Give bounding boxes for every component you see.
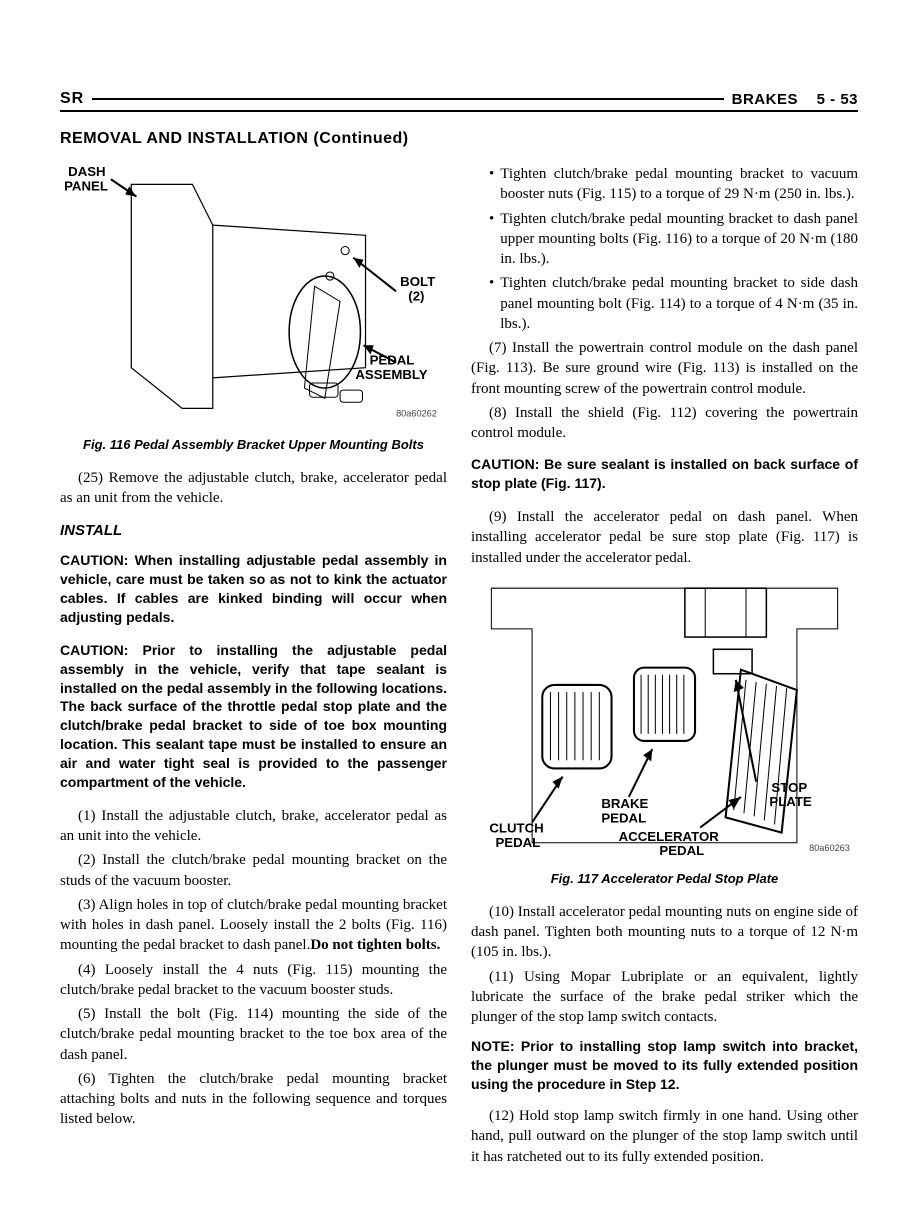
bullet-1: • Tighten clutch/brake pedal mounting br…	[471, 164, 858, 205]
para-3: (3) Align holes in top of clutch/brake p…	[60, 895, 447, 956]
figure-117-svg: CLUTCH PEDAL BRAKE PEDAL STOP PLATE ACCE…	[471, 578, 858, 863]
svg-text:PLATE: PLATE	[769, 794, 812, 809]
para-9: (9) Install the accelerator pedal on das…	[471, 507, 858, 568]
bullet-dot-icon: •	[471, 273, 500, 334]
figure-116-caption: Fig. 116 Pedal Assembly Bracket Upper Mo…	[60, 437, 447, 454]
right-column: • Tighten clutch/brake pedal mounting br…	[471, 164, 858, 1171]
para-5: (5) Install the bolt (Fig. 114) mounting…	[60, 1004, 447, 1065]
bullet-2: • Tighten clutch/brake pedal mounting br…	[471, 209, 858, 270]
svg-text:PEDAL: PEDAL	[601, 810, 646, 825]
svg-text:(2): (2)	[408, 288, 424, 303]
para-6: (6) Tighten the clutch/brake pedal mount…	[60, 1069, 447, 1130]
fig116-label-dash: DASH	[68, 164, 105, 179]
para-8: (8) Install the shield (Fig. 112) coveri…	[471, 403, 858, 444]
svg-text:STOP: STOP	[771, 780, 807, 795]
svg-text:80a60262: 80a60262	[396, 409, 437, 419]
svg-text:ASSEMBLY: ASSEMBLY	[355, 367, 427, 382]
header-right: BRAKES 5 - 53	[732, 91, 858, 108]
page-header: SR BRAKES 5 - 53	[60, 90, 858, 112]
section-title: REMOVAL AND INSTALLATION (Continued)	[60, 130, 858, 148]
para-3-bold: Do not tighten bolts.	[310, 937, 440, 953]
note-1: NOTE: Prior to installing stop lamp swit…	[471, 1037, 858, 1094]
svg-text:ACCELERATOR: ACCELERATOR	[619, 829, 720, 844]
bullet-3-text: Tighten clutch/brake pedal mounting brac…	[500, 273, 858, 334]
svg-text:BOLT: BOLT	[400, 274, 435, 289]
svg-text:80a60263: 80a60263	[809, 843, 850, 853]
para-4: (4) Loosely install the 4 nuts (Fig. 115…	[60, 960, 447, 1001]
header-pagenum: 5 - 53	[817, 91, 858, 108]
para-11: (11) Using Mopar Lubriplate or an equiva…	[471, 967, 858, 1028]
para-12: (12) Hold stop lamp switch firmly in one…	[471, 1106, 858, 1167]
figure-116-svg: DASH PANEL BOLT (2) PEDAL ASSEMBLY 80a60…	[60, 164, 447, 429]
para-10: (10) Install accelerator pedal mounting …	[471, 902, 858, 963]
svg-text:PEDAL: PEDAL	[659, 843, 704, 858]
bullet-1-text: Tighten clutch/brake pedal mounting brac…	[500, 164, 858, 205]
bullet-dot-icon: •	[471, 209, 500, 270]
bullet-3: • Tighten clutch/brake pedal mounting br…	[471, 273, 858, 334]
svg-text:BRAKE: BRAKE	[601, 796, 648, 811]
caution-2: CAUTION: Prior to installing the adjusta…	[60, 641, 447, 792]
svg-text:PEDAL: PEDAL	[495, 835, 540, 850]
para-25: (25) Remove the adjustable clutch, brake…	[60, 468, 447, 509]
svg-text:CLUTCH: CLUTCH	[489, 820, 543, 835]
caution-1: CAUTION: When installing adjustable peda…	[60, 551, 447, 627]
caution-3: CAUTION: Be sure sealant is installed on…	[471, 455, 858, 493]
left-column: DASH PANEL BOLT (2) PEDAL ASSEMBLY 80a60…	[60, 164, 447, 1171]
header-rule	[92, 98, 723, 100]
svg-text:PANEL: PANEL	[64, 178, 108, 193]
figure-117-caption: Fig. 117 Accelerator Pedal Stop Plate	[471, 871, 858, 888]
para-1: (1) Install the adjustable clutch, brake…	[60, 806, 447, 847]
para-2: (2) Install the clutch/brake pedal mount…	[60, 850, 447, 891]
figure-116: DASH PANEL BOLT (2) PEDAL ASSEMBLY 80a60…	[60, 164, 447, 429]
two-column-layout: DASH PANEL BOLT (2) PEDAL ASSEMBLY 80a60…	[60, 164, 858, 1171]
header-left: SR	[60, 90, 84, 108]
bullet-2-text: Tighten clutch/brake pedal mounting brac…	[500, 209, 858, 270]
install-subhead: INSTALL	[60, 522, 447, 539]
svg-text:PEDAL: PEDAL	[370, 353, 415, 368]
bullet-dot-icon: •	[471, 164, 500, 205]
figure-117: CLUTCH PEDAL BRAKE PEDAL STOP PLATE ACCE…	[471, 578, 858, 863]
header-section: BRAKES	[732, 91, 798, 108]
para-7: (7) Install the powertrain control modul…	[471, 338, 858, 399]
